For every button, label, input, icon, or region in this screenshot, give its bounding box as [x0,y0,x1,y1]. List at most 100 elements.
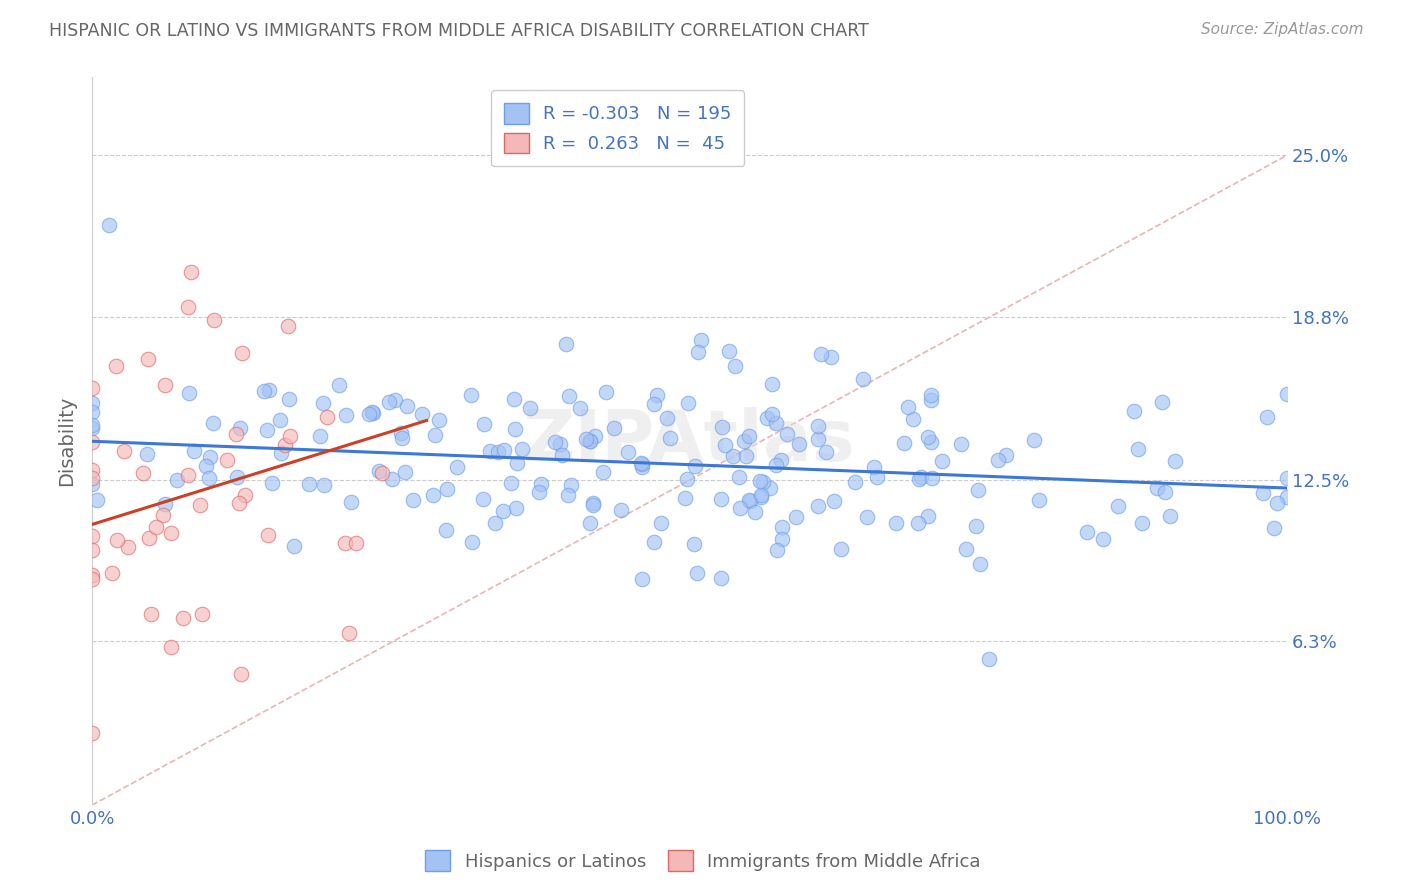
Point [1263,521,1285,535]
Point [298,477,321,491]
Text: ZIPAtlas: ZIPAtlas [523,407,856,475]
Point [920,434,942,449]
Point [1275,470,1298,484]
Point [995,449,1018,463]
Point [434,523,457,537]
Point [278,429,301,443]
Point [592,466,614,480]
Point [335,535,357,549]
Point [461,535,484,549]
Point [733,434,755,448]
Point [582,498,605,512]
Point [82,572,104,586]
Point [558,389,581,403]
Point [643,397,665,411]
Point [191,607,214,621]
Point [269,413,291,427]
Point [277,392,299,407]
Point [389,425,412,440]
Point [195,459,218,474]
Point [866,470,889,484]
Point [260,476,283,491]
Point [893,436,915,450]
Point [769,453,792,467]
Point [730,500,752,515]
Point [492,504,515,518]
Point [759,482,782,496]
Point [180,265,202,279]
Point [138,531,160,545]
Point [631,572,654,586]
Point [823,494,845,508]
Point [1107,499,1129,513]
Point [749,488,772,502]
Text: HISPANIC OR LATINO VS IMMIGRANTS FROM MIDDLE AFRICA DISABILITY CORRELATION CHART: HISPANIC OR LATINO VS IMMIGRANTS FROM MI… [49,22,869,40]
Point [104,359,127,373]
Point [807,432,830,446]
Point [82,463,104,477]
Point [1154,485,1177,500]
Point [155,497,177,511]
Point [472,417,495,431]
Point [105,533,128,547]
Point [955,542,977,557]
Point [101,566,124,580]
Point [1028,493,1050,508]
Point [136,352,159,367]
Point [579,516,602,530]
Point [907,516,929,530]
Point [949,437,972,451]
Point [658,431,681,445]
Point [718,344,741,359]
Point [987,453,1010,467]
Point [503,392,526,406]
Point [595,385,617,400]
Point [423,428,446,442]
Point [967,483,990,497]
Point [471,492,494,507]
Point [554,336,576,351]
Point [749,475,772,489]
Point [1265,496,1288,510]
Point [82,396,104,410]
Point [602,420,624,434]
Point [1164,454,1187,468]
Point [749,490,772,504]
Point [229,667,252,681]
Point [460,388,482,402]
Point [728,469,751,483]
Point [548,436,571,450]
Point [1128,442,1150,456]
Point [1130,516,1153,530]
Point [921,470,943,484]
Point [82,434,104,449]
Point [901,412,924,426]
Point [309,429,332,443]
Point [1091,532,1114,546]
Point [761,376,783,391]
Point [86,492,108,507]
Point [492,442,515,457]
Point [188,498,211,512]
Point [98,218,121,232]
Point [1251,486,1274,500]
Point [776,426,799,441]
Point [979,651,1001,665]
Point [765,458,787,473]
Point [316,409,339,424]
Point [499,475,522,490]
Point [583,428,606,442]
Point [630,456,652,470]
Point [381,472,404,486]
Point [202,313,225,327]
Point [723,359,745,373]
Point [752,475,775,489]
Point [643,535,665,549]
Point [446,460,468,475]
Point [177,385,200,400]
Point [631,459,654,474]
Point [136,447,159,461]
Point [820,351,842,365]
Point [714,438,737,452]
Point [844,475,866,489]
